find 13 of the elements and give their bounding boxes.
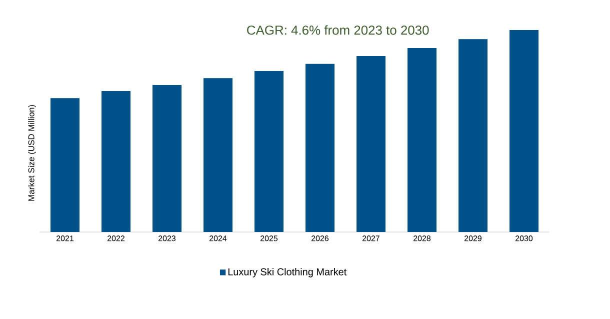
bar bbox=[408, 48, 437, 232]
y-axis-title: Market Size (USD Million) bbox=[28, 105, 36, 201]
bar bbox=[152, 84, 182, 232]
bar bbox=[510, 30, 539, 232]
bar bbox=[306, 64, 335, 232]
chart-title: CAGR: 4.6% from 2023 to 2030 bbox=[247, 25, 429, 35]
bar bbox=[102, 91, 130, 232]
bar bbox=[458, 39, 488, 232]
bar bbox=[254, 71, 284, 232]
bar bbox=[50, 98, 80, 232]
legend-label: Luxury Ski Clothing Market bbox=[228, 268, 347, 278]
bar bbox=[356, 56, 386, 232]
bar bbox=[204, 78, 233, 232]
